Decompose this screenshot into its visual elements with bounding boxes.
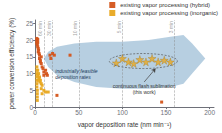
svg-text:60 min: 60 min: [37, 21, 43, 36]
svg-text:30 min: 30 min: [46, 21, 52, 36]
svg-text:existing vapor processing (ino: existing vapor processing (inorganic): [120, 10, 218, 16]
svg-text:25: 25: [26, 20, 34, 27]
svg-text:10 min: 10 min: [72, 21, 78, 36]
svg-text:3 min: 3 min: [168, 21, 174, 33]
svg-text:100: 100: [117, 109, 128, 116]
svg-text:(this work): (this work): [133, 89, 156, 95]
svg-text:power conversion efficiency (%: power conversion efficiency (%): [8, 18, 16, 110]
svg-text:deposition rates: deposition rates: [55, 74, 91, 80]
svg-text:industrially feasible: industrially feasible: [55, 67, 98, 74]
svg-text:5 min: 5 min: [116, 21, 122, 33]
svg-text:15: 15: [26, 53, 34, 60]
svg-text:existing vapor processing (hyb: existing vapor processing (hybrid): [120, 2, 210, 8]
svg-text:5: 5: [30, 87, 34, 94]
svg-text:vapor deposition rate (nm min⁻: vapor deposition rate (nm min⁻¹): [78, 121, 172, 129]
svg-text:continuous flash sublimation: continuous flash sublimation: [112, 83, 176, 89]
svg-text:50: 50: [75, 109, 83, 116]
svg-text:10: 10: [26, 70, 34, 77]
svg-text:0: 0: [33, 109, 37, 116]
svg-text:150: 150: [161, 109, 172, 116]
svg-text:20: 20: [26, 37, 34, 44]
svg-text:200: 200: [204, 109, 215, 116]
svg-text:0: 0: [29, 103, 34, 111]
